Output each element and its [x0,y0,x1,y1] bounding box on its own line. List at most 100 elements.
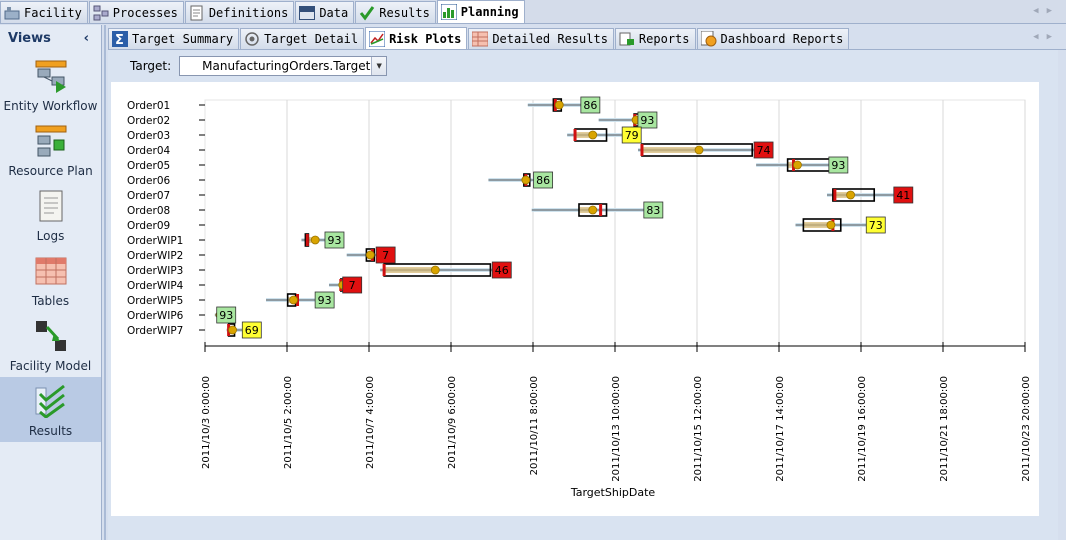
risk-plot-area: Order01 86 Order02 93 Order03 79 Order04 74 Orde… [111,82,1039,516]
processes-icon [93,5,109,21]
tab-label: Target Summary [132,32,234,46]
sidebar-item-label: Tables [31,294,70,308]
x-tick-label: 2011/10/17 14:00:00 [775,376,786,482]
tab-detailed-results[interactable]: Detailed Results [468,28,614,49]
target-marker [305,234,309,246]
sidebar-item-label: Results [28,424,73,438]
tab-label: Risk Plots [389,31,462,46]
row-label: OrderWIP5 [127,295,183,307]
sidebar-item-facility-model[interactable]: Facility Model [0,312,101,377]
views-sidebar: Views ‹ Entity Workflow Resource Plan Lo… [0,25,102,540]
target-marker [833,189,837,201]
probability-badge [241,321,262,339]
logs-icon [34,189,68,223]
risk-plots-panel: Target: ManufacturingOrders.TargetShi...… [108,50,1058,540]
row-label: Order02 [127,115,170,127]
sub-tab-strip: Σ Target Summary Target Detail Risk Plot… [108,27,1066,50]
tab-processes-label: Processes [112,5,178,20]
tab-label: Dashboard Reports [720,32,844,46]
sidebar-item-label: Resource Plan [8,164,93,178]
row-label: OrderWIP4 [127,280,184,292]
probability-badge [637,111,658,129]
dashboard-icon [700,30,717,47]
planning-icon [440,3,458,21]
probability-badge [828,156,849,174]
tab-data-label: Data [319,5,349,20]
tab-target-summary[interactable]: Σ Target Summary [108,28,240,49]
top-tab-strip: Facility Processes Definitions Data Resu… [0,0,1066,24]
probability-value: 73 [869,219,883,232]
sub-tab-scroll-arrows[interactable]: ◀▶ [1033,32,1060,42]
splitter[interactable] [104,25,106,540]
row-label: Order03 [127,130,170,142]
probability-badge [324,231,345,249]
row-label: Order08 [127,205,170,217]
row-label: OrderWIP6 [127,310,184,322]
tab-scroll-arrows[interactable]: ◀▶ [1033,6,1060,16]
tab-planning[interactable]: Planning [436,0,525,23]
grid-icon [471,31,489,47]
probability-value: 93 [327,234,341,247]
mean-dot [694,145,704,155]
sidebar-item-results[interactable]: Results [0,377,101,442]
tab-results[interactable]: Results [355,1,436,23]
probability-value: 46 [495,264,509,277]
mean-dot [554,100,564,110]
sidebar-item-label: Logs [36,229,65,243]
probability-badge [580,96,601,114]
sidebar-item-entity-workflow[interactable]: Entity Workflow [0,52,101,117]
entity-workflow-icon [34,59,68,93]
tab-facility[interactable]: Facility [0,1,88,23]
probability-value: 83 [646,204,660,217]
sigma-icon: Σ [112,31,128,48]
x-tick-label: 2011/10/19 16:00:00 [857,376,868,482]
target-dropdown[interactable]: ManufacturingOrders.TargetShi... ▼ [179,56,388,76]
tab-definitions[interactable]: Definitions [184,1,295,23]
x-tick-label: 2011/10/5 2:00:00 [283,376,294,469]
sidebar-item-tables[interactable]: Tables [0,247,101,312]
data-table-icon [299,5,316,21]
svg-text:Σ: Σ [115,33,124,47]
tab-dashboard-reports[interactable]: Dashboard Reports [696,28,850,49]
probability-badge [865,216,886,234]
x-axis-label: TargetShipDate [570,486,656,499]
probability-badge [893,186,914,204]
row-label: OrderWIP7 [127,325,183,337]
results-checks-icon [34,384,68,419]
probability-value: 86 [583,99,597,112]
row-label: OrderWIP3 [127,265,183,277]
mean-dot [826,220,836,230]
tab-data[interactable]: Data [295,1,355,23]
x-tick-label: 2011/10/11 8:00:00 [529,376,540,475]
iqr-box [578,203,608,217]
mean-dot [365,250,375,260]
sidebar-item-resource-plan[interactable]: Resource Plan [0,117,101,182]
tab-risk-plots[interactable]: Risk Plots [365,27,468,49]
tab-label: Detailed Results [492,32,608,46]
collapse-chevron-icon[interactable]: ‹ [83,31,89,46]
mean-band [641,147,702,153]
mean-dot [310,235,320,245]
probability-value: 7 [349,279,356,292]
row-label: Order05 [127,160,170,172]
tab-processes[interactable]: Processes [88,1,184,23]
target-label: Target: [130,59,172,73]
tab-definitions-label: Definitions [208,5,289,20]
target-marker [382,264,386,276]
report-icon [619,31,635,47]
tab-reports[interactable]: Reports [614,28,696,49]
mean-dot [588,205,598,215]
probability-badge [643,201,664,219]
probability-value: 93 [219,309,233,322]
probability-badge [753,141,774,159]
probability-badge [216,306,237,324]
chevron-down-icon[interactable]: ▼ [371,57,387,75]
x-tick-label: 2011/10/23 20:00:00 [1021,376,1032,482]
sidebar-item-logs[interactable]: Logs [0,182,101,247]
target-marker [599,204,603,216]
mean-band [575,132,595,138]
target-marker [640,144,644,156]
facility-model-icon [34,319,68,353]
target-selector: Target: ManufacturingOrders.TargetShi...… [130,56,388,76]
tab-target-detail[interactable]: Target Detail [240,28,365,49]
